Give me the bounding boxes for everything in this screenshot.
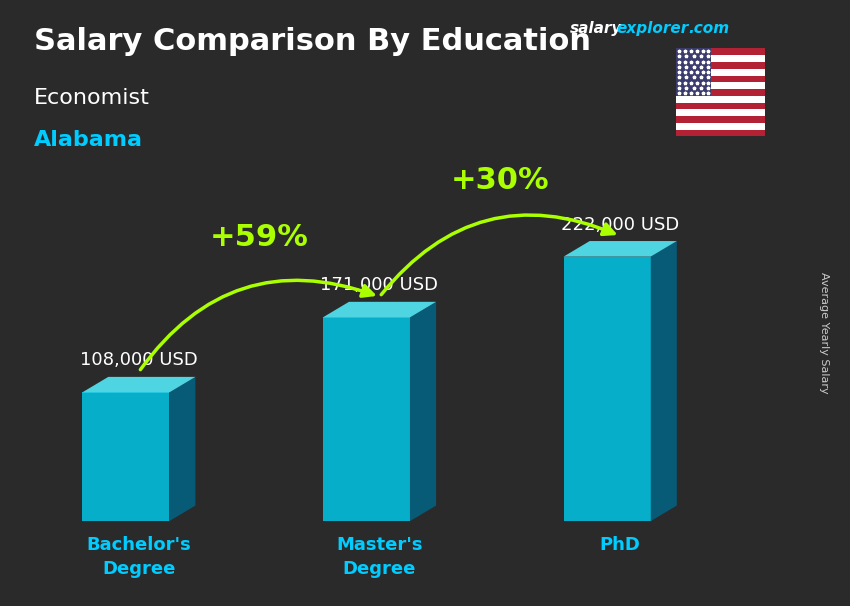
Polygon shape — [410, 302, 436, 521]
Polygon shape — [169, 377, 196, 521]
Text: Economist: Economist — [34, 88, 150, 108]
Bar — [676, 109, 765, 116]
Bar — [676, 102, 765, 109]
Bar — [676, 48, 711, 96]
Bar — [676, 130, 765, 136]
Text: +59%: +59% — [210, 222, 309, 251]
Polygon shape — [323, 302, 436, 318]
Bar — [676, 123, 765, 130]
Polygon shape — [564, 241, 677, 256]
Text: PhD: PhD — [600, 536, 641, 554]
Text: Master's
Degree: Master's Degree — [337, 536, 422, 578]
Bar — [676, 96, 765, 102]
FancyArrowPatch shape — [381, 215, 614, 295]
Bar — [676, 62, 765, 68]
Bar — [676, 55, 765, 62]
Text: 222,000 USD: 222,000 USD — [561, 216, 679, 233]
Text: Bachelor's
Degree: Bachelor's Degree — [87, 536, 191, 578]
Polygon shape — [82, 377, 196, 393]
Text: .com: .com — [688, 21, 729, 36]
Bar — [676, 82, 765, 89]
Text: 171,000 USD: 171,000 USD — [320, 276, 439, 295]
Text: explorer: explorer — [616, 21, 689, 36]
Text: +30%: +30% — [450, 166, 549, 195]
Text: salary: salary — [570, 21, 622, 36]
Bar — [676, 116, 765, 123]
Bar — [323, 318, 410, 521]
Text: 108,000 USD: 108,000 USD — [80, 351, 198, 370]
Bar — [676, 89, 765, 96]
Bar — [564, 256, 650, 521]
Text: Alabama: Alabama — [34, 130, 143, 150]
Text: Average Yearly Salary: Average Yearly Salary — [819, 273, 829, 394]
Text: Salary Comparison By Education: Salary Comparison By Education — [34, 27, 591, 56]
FancyArrowPatch shape — [140, 281, 373, 370]
Bar — [82, 393, 169, 521]
Bar — [676, 48, 765, 55]
Polygon shape — [650, 241, 677, 521]
Bar — [676, 76, 765, 82]
Bar — [676, 68, 765, 76]
